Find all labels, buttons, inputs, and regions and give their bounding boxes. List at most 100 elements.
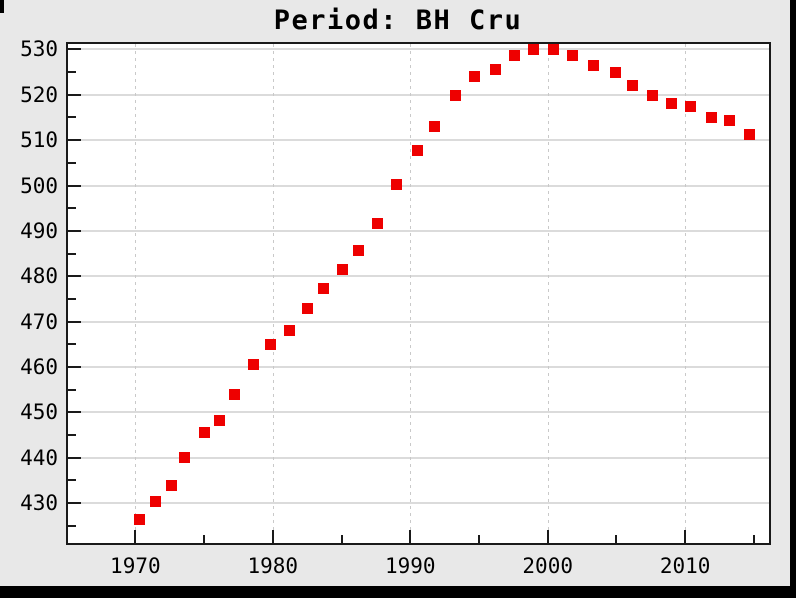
x-minor-tick: [340, 535, 343, 543]
y-tick-label: 470: [20, 309, 58, 334]
x-tick-label: 1970: [110, 554, 161, 578]
x-major-tick: [684, 530, 687, 543]
data-point-marker: [228, 389, 240, 401]
y-minor-tick: [68, 524, 76, 527]
y-major-tick: [68, 320, 81, 323]
y-minor-tick: [68, 252, 76, 255]
x-major-tick: [271, 530, 274, 543]
y-tick-label: 460: [20, 354, 58, 379]
window-edge-right: [790, 0, 796, 598]
data-point-marker: [450, 90, 462, 102]
window-edge-bottom: [0, 586, 796, 598]
data-point-marker: [509, 49, 521, 61]
data-point-marker: [283, 325, 295, 337]
y-tick-label: 430: [20, 491, 58, 516]
y-major-tick: [68, 139, 81, 142]
data-point-marker: [165, 480, 177, 492]
plot-area: [66, 42, 771, 545]
y-major-tick: [68, 275, 81, 278]
data-point-marker: [248, 359, 260, 371]
data-point-marker: [264, 338, 276, 350]
data-point-marker: [371, 218, 383, 230]
data-point-marker: [627, 79, 639, 91]
y-minor-tick: [68, 116, 76, 119]
x-minor-tick: [203, 535, 206, 543]
data-point-marker: [705, 111, 717, 123]
y-minor-tick: [68, 388, 76, 391]
x-major-tick: [134, 530, 137, 543]
data-point-marker: [213, 414, 225, 426]
y-gridline: [68, 48, 769, 51]
data-point-marker: [469, 70, 481, 82]
y-major-tick: [68, 184, 81, 187]
data-point-marker: [646, 89, 658, 101]
data-point-marker: [198, 427, 210, 439]
y-tick-label: 520: [20, 82, 58, 107]
data-point-marker: [150, 495, 162, 507]
y-tick-label: 510: [20, 128, 58, 153]
y-minor-tick: [68, 343, 76, 346]
y-gridline: [68, 184, 769, 187]
y-minor-tick: [68, 479, 76, 482]
x-tick-label: 2010: [659, 554, 711, 578]
window-corner-mark: [0, 0, 4, 13]
y-minor-tick: [68, 207, 76, 210]
data-point-marker: [133, 514, 145, 526]
y-major-tick: [68, 456, 81, 459]
y-tick-label: 450: [20, 400, 58, 425]
x-tick-label: 2000: [522, 554, 573, 578]
data-point-marker: [391, 179, 402, 191]
data-point-marker: [723, 115, 735, 127]
y-major-tick: [68, 48, 81, 51]
x-major-tick: [546, 530, 549, 543]
y-gridline: [68, 139, 769, 142]
data-point-marker: [318, 282, 330, 294]
x-gridline: [410, 44, 411, 543]
y-gridline: [68, 365, 769, 368]
x-tick-label: 1990: [384, 554, 436, 578]
y-gridline: [68, 93, 769, 96]
y-tick-label: 440: [20, 445, 58, 470]
data-point-marker: [665, 98, 677, 110]
data-point-marker: [685, 101, 697, 113]
y-minor-tick: [68, 297, 76, 300]
y-major-tick: [68, 411, 81, 414]
y-gridline: [68, 229, 769, 232]
y-gridline: [68, 320, 769, 323]
data-point-marker: [587, 59, 599, 71]
x-gridline: [135, 44, 136, 543]
y-tick-label: 500: [20, 173, 58, 198]
x-tick-label: 1980: [247, 554, 299, 578]
y-minor-tick: [68, 434, 76, 437]
data-point-marker: [528, 44, 540, 56]
x-gridline: [548, 44, 549, 543]
y-tick-label: 480: [20, 264, 58, 289]
data-point-marker: [411, 145, 423, 157]
y-major-tick: [68, 365, 81, 368]
x-gridline: [273, 44, 274, 543]
data-point-marker: [301, 302, 313, 314]
y-gridline: [68, 275, 769, 278]
data-point-marker: [566, 50, 578, 62]
data-point-marker: [352, 245, 364, 257]
data-point-marker: [337, 263, 349, 275]
y-tick-label: 530: [20, 37, 58, 62]
y-minor-tick: [68, 161, 76, 164]
x-minor-tick: [477, 535, 480, 543]
data-point-marker: [429, 120, 441, 132]
data-point-marker: [744, 129, 756, 141]
x-gridline: [685, 44, 686, 543]
y-major-tick: [68, 93, 81, 96]
data-point-marker: [489, 64, 501, 76]
x-major-tick: [409, 530, 412, 543]
y-major-tick: [68, 229, 81, 232]
y-minor-tick: [68, 71, 76, 74]
data-point-marker: [547, 44, 559, 56]
y-major-tick: [68, 502, 81, 505]
x-minor-tick: [752, 535, 755, 543]
chart-title: Period: BH Cru: [273, 5, 523, 36]
data-point-marker: [179, 452, 191, 464]
y-tick-label: 490: [20, 218, 58, 243]
data-point-marker: [609, 67, 621, 79]
y-gridline: [68, 411, 769, 414]
